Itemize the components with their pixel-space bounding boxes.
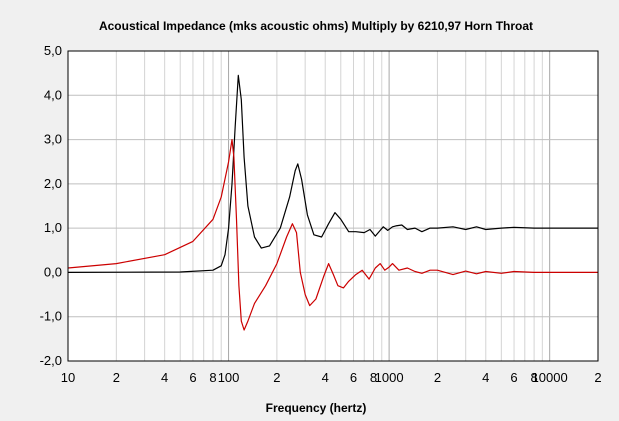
chart-title: Acoustical Impedance (mks acoustic ohms)… — [99, 19, 533, 33]
y-axis-ticks: -2,0 -1,0 0,0 1,0 2,0 3,0 4,0 5,0 — [40, 43, 62, 368]
x-tick-label: 4 — [482, 370, 489, 385]
x-tick-label: 4 — [161, 370, 168, 385]
x-tick-label: 8 — [370, 370, 377, 385]
y-tick-label: -1,0 — [40, 309, 62, 324]
x-tick-label: 2 — [113, 370, 120, 385]
y-tick-label: 4,0 — [44, 87, 62, 102]
data-series — [67, 74, 598, 331]
plot-area — [68, 51, 598, 361]
y-tick-label: 2,0 — [44, 176, 62, 191]
x-tick-label: 10 — [61, 370, 75, 385]
y-tick-label: 1,0 — [44, 220, 62, 235]
y-tick-label: -2,0 — [40, 353, 62, 368]
x-tick-label: 4 — [322, 370, 329, 385]
x-tick-label: 2 — [434, 370, 441, 385]
plot-frame — [67, 50, 599, 362]
x-tick-label: 6 — [189, 370, 196, 385]
x-tick-label: 10000 — [532, 370, 568, 385]
x-tick-label: 1000 — [375, 370, 404, 385]
x-tick-label: 2 — [594, 370, 601, 385]
x-tick-label: 2 — [273, 370, 280, 385]
x-tick-label: 100 — [218, 370, 240, 385]
y-tick-label: 0,0 — [44, 264, 62, 279]
x-tick-label: 8 — [530, 370, 537, 385]
y-tick-label: 5,0 — [44, 43, 62, 58]
x-axis-label: Frequency (hertz) — [266, 401, 367, 415]
x-tick-label: 8 — [209, 370, 216, 385]
series-line-black — [67, 74, 598, 273]
x-tick-label: 6 — [510, 370, 517, 385]
series-line-red — [67, 139, 598, 331]
x-tick-label: 6 — [350, 370, 357, 385]
y-tick-label: 3,0 — [44, 132, 62, 147]
